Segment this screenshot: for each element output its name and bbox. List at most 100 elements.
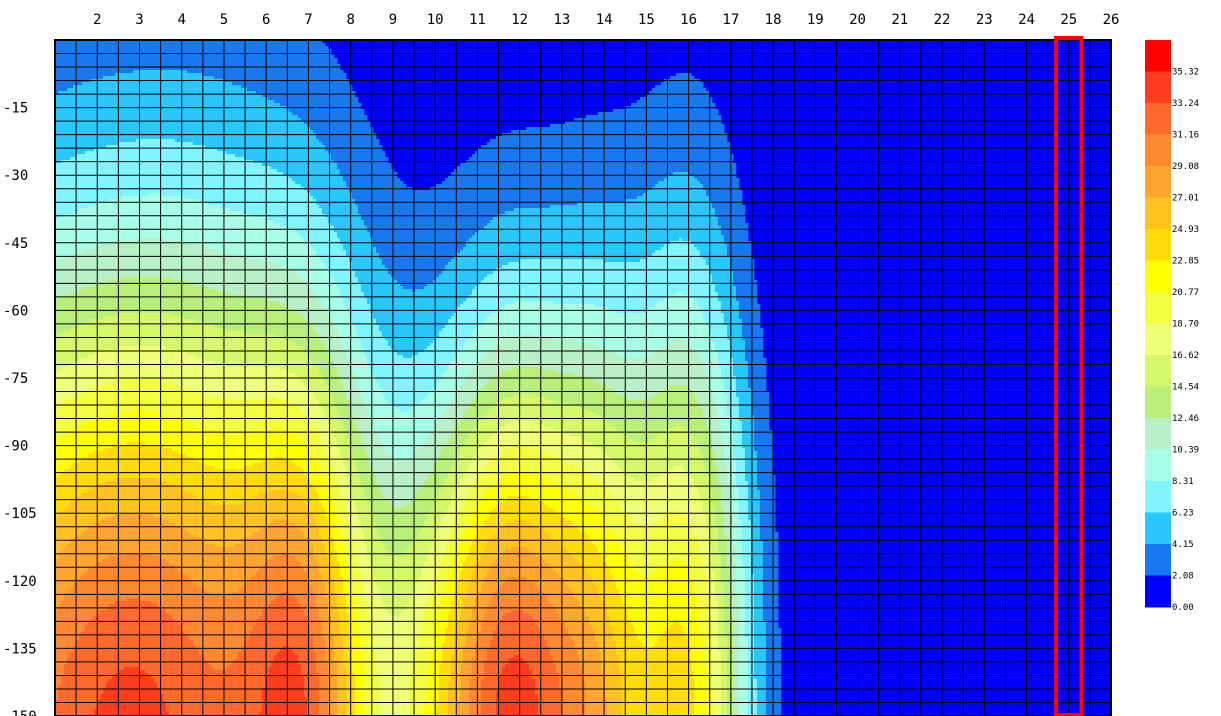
contour-cell (112, 85, 115, 88)
contour-cell (313, 55, 316, 58)
contour-cell (289, 58, 292, 61)
contour-cell (193, 82, 196, 85)
contour-cell (103, 61, 106, 64)
contour-cell (70, 97, 73, 100)
contour-cell (250, 88, 253, 91)
contour-cell (61, 73, 64, 76)
contour-cell (61, 49, 64, 52)
contour-cell (703, 100, 706, 103)
contour-cell (268, 70, 271, 73)
contour-cell (310, 103, 313, 106)
contour-cell (64, 88, 67, 91)
contour-cell (163, 61, 166, 64)
contour-cell (148, 58, 151, 61)
contour-cell (682, 73, 685, 76)
contour-cell (214, 82, 217, 85)
contour-cell (151, 103, 154, 106)
contour-cell (103, 76, 106, 79)
contour-cell (322, 58, 325, 61)
contour-cell (70, 100, 73, 103)
contour-cell (166, 46, 169, 49)
contour-cell (64, 46, 67, 49)
contour-cell (253, 103, 256, 106)
contour-cell (85, 46, 88, 49)
contour-cell (325, 88, 328, 91)
contour-cell (166, 73, 169, 76)
contour-cell (226, 58, 229, 61)
contour-cell (253, 97, 256, 100)
contour-cell (244, 103, 247, 106)
contour-cell (334, 100, 337, 103)
contour-cell (313, 82, 316, 85)
contour-cell (193, 103, 196, 106)
contour-cell (58, 58, 61, 61)
contour-cell (154, 61, 157, 64)
contour-cell (316, 70, 319, 73)
contour-cell (304, 100, 307, 103)
contour-cell (85, 43, 88, 46)
contour-cell (289, 49, 292, 52)
contour-cell (277, 88, 280, 91)
contour-cell (685, 85, 688, 88)
contour-cell (196, 49, 199, 52)
contour-cell (208, 61, 211, 64)
contour-cell (238, 76, 241, 79)
contour-cell (166, 103, 169, 106)
contour-cell (148, 88, 151, 91)
contour-cell (220, 55, 223, 58)
contour-cell (229, 88, 232, 91)
contour-cell (61, 76, 64, 79)
contour-cell (319, 55, 322, 58)
contour-cell (334, 88, 337, 91)
contour-cell (253, 55, 256, 58)
contour-cell (238, 61, 241, 64)
contour-cell (154, 82, 157, 85)
contour-cell (82, 70, 85, 73)
contour-cell (259, 103, 262, 106)
contour-cell (226, 43, 229, 46)
contour-cell (196, 58, 199, 61)
contour-cell (334, 97, 337, 100)
contour-cell (205, 46, 208, 49)
contour-cell (91, 76, 94, 79)
contour-cell (133, 58, 136, 61)
contour-cell (220, 73, 223, 76)
contour-cell (124, 88, 127, 91)
contour-cell (283, 61, 286, 64)
contour-cell (91, 46, 94, 49)
contour-cell (151, 82, 154, 85)
contour-cell (190, 88, 193, 91)
contour-cell (133, 76, 136, 79)
contour-cell (151, 76, 154, 79)
contour-cell (661, 97, 664, 100)
contour-cell (247, 85, 250, 88)
contour-cell (259, 70, 262, 73)
contour-cell (211, 61, 214, 64)
contour-cell (67, 100, 70, 103)
contour-cell (103, 58, 106, 61)
contour-cell (271, 85, 274, 88)
contour-cell (664, 85, 667, 88)
contour-cell (274, 70, 277, 73)
contour-cell (214, 85, 217, 88)
contour-cell (241, 76, 244, 79)
contour-cell (58, 100, 61, 103)
contour-cell (268, 103, 271, 106)
contour-cell (208, 82, 211, 85)
contour-cell (67, 70, 70, 73)
contour-cell (187, 43, 190, 46)
contour-cell (295, 70, 298, 73)
contour-cell (655, 88, 658, 91)
contour-cell (322, 97, 325, 100)
contour-cell (271, 55, 274, 58)
contour-cell (301, 70, 304, 73)
contour-cell (64, 55, 67, 58)
contour-cell (211, 43, 214, 46)
contour-cell (235, 49, 238, 52)
contour-cell (157, 82, 160, 85)
contour-cell (133, 61, 136, 64)
contour-cell (148, 61, 151, 64)
contour-cell (310, 58, 313, 61)
contour-cell (145, 100, 148, 103)
contour-cell (268, 100, 271, 103)
